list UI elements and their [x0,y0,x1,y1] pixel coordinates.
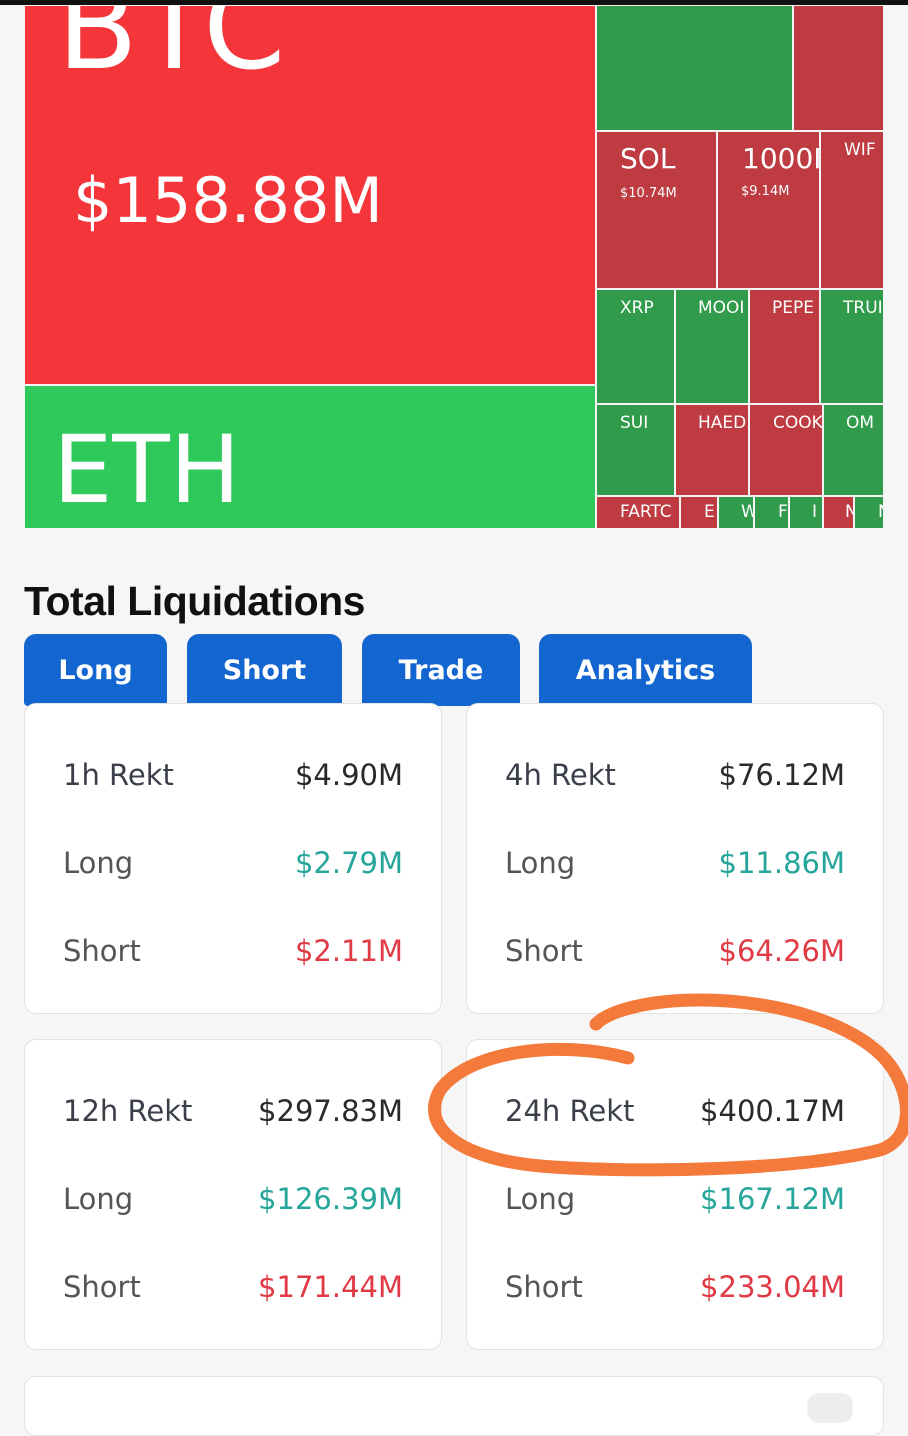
rekt-total-value: $76.12M [718,758,846,792]
1000f-ticker: 1000F [742,142,819,175]
heatmap-cell-om[interactable]: OM [823,404,884,496]
long-label: Long [505,846,576,880]
short-value: $2.11M [294,934,403,968]
rekt-long-row: Long $126.39M [63,1182,403,1222]
short-value: $233.04M [700,1270,845,1304]
wif-ticker: WIF [844,140,876,160]
rekt-long-row: Long $11.86M [505,846,845,886]
small-ticker-2: W [741,502,753,522]
rekt-total-row: 12h Rekt $297.83M [63,1094,403,1134]
small-ticker-4: I [812,502,818,522]
short-label: Short [63,934,141,968]
heatmap-cell-small-2[interactable]: W [718,496,754,529]
trui-ticker: TRUI [843,298,883,318]
heatmap-cell-pepe[interactable]: PEPE [749,289,820,404]
sui-ticker: SUI [620,413,649,433]
short-value: $171.44M [258,1270,403,1304]
small-ticker-5: N [845,502,853,522]
heatmap-cell-fartc[interactable]: FARTC [596,496,680,529]
eth-ticker: ETH [53,416,241,525]
heatmap-cell-small-5[interactable]: N [823,496,854,529]
heatmap-cell-small-4[interactable]: I [789,496,823,529]
page-title: Total Liquidations [24,578,365,624]
om-ticker: OM [846,413,875,433]
heatmap-cell-1000f[interactable]: 1000F $9.14M [717,131,820,289]
rekt-short-row: Short $171.44M [63,1270,403,1310]
rekt-title: 24h Rekt [505,1094,635,1128]
long-value: $167.12M [700,1182,845,1216]
heatmap-cell-mooi[interactable]: MOOI [675,289,749,404]
status-bar-edge [0,0,908,5]
long-value: $2.79M [294,846,403,880]
rekt-card-12h: 12h Rekt $297.83M Long $126.39M Short $1… [24,1039,442,1350]
rekt-card-4h: 4h Rekt $76.12M Long $11.86M Short $64.2… [466,703,884,1014]
heatmap-cell-cook[interactable]: COOK [749,404,823,496]
short-value: $64.26M [718,934,846,968]
rekt-title: 1h Rekt [63,758,174,792]
heatmap-cell-sol[interactable]: SOL $10.74M [596,131,717,289]
heatmap-cell-trui[interactable]: TRUI [820,289,884,404]
tab-analytics[interactable]: Analytics [539,634,752,706]
heatmap-cell-small-3[interactable]: F [754,496,789,529]
rekt-short-row: Short $64.26M [505,934,845,974]
tab-short[interactable]: Short [187,634,342,706]
fartc-ticker: FARTC [620,502,672,522]
sol-amount: $10.74M [620,186,677,201]
small-ticker-6: N [878,502,883,522]
short-label: Short [63,1270,141,1304]
liquidation-heatmap: BTC $158.88M ETH SOL $10.74M 1000F $9.14… [24,5,884,529]
rekt-total-value: $400.17M [700,1094,845,1128]
rekt-total-row: 24h Rekt $400.17M [505,1094,845,1134]
btc-amount: $158.88M [73,164,383,237]
mooi-ticker: MOOI [698,298,745,318]
1000f-amount: $9.14M [741,184,790,199]
rekt-long-row: Long $2.79M [63,846,403,886]
rekt-card-24h: 24h Rekt $400.17M Long $167.12M Short $2… [466,1039,884,1350]
heatmap-cell-small-1[interactable]: E [680,496,718,529]
heatmap-cell-sui[interactable]: SUI [596,404,675,496]
heatmap-cell-wif[interactable]: WIF [820,131,884,289]
haed-ticker: HAED [698,413,747,433]
short-label: Short [505,934,583,968]
tab-long[interactable]: Long [24,634,167,706]
heatmap-cell-xrp[interactable]: XRP [596,289,675,404]
long-value: $126.39M [258,1182,403,1216]
heatmap-cell-unlabeled-2[interactable] [793,5,884,131]
rekt-short-row: Short $2.11M [63,934,403,974]
sol-ticker: SOL [620,142,676,175]
heatmap-cell-btc[interactable]: BTC $158.88M [24,5,596,385]
long-value: $11.86M [718,846,846,880]
rekt-total-value: $297.83M [258,1094,403,1128]
short-label: Short [505,1270,583,1304]
rekt-long-row: Long $167.12M [505,1182,845,1222]
xrp-ticker: XRP [620,298,654,318]
rekt-total-value: $4.90M [294,758,403,792]
rekt-title: 4h Rekt [505,758,616,792]
tab-trade[interactable]: Trade [362,634,520,706]
heatmap-cell-haed[interactable]: HAED [675,404,749,496]
pepe-ticker: PEPE [772,298,814,318]
small-ticker-1: E [704,502,715,522]
long-label: Long [63,846,134,880]
settings-icon[interactable] [807,1393,853,1423]
long-label: Long [63,1182,134,1216]
heatmap-cell-small-6[interactable]: N [854,496,884,529]
heatmap-cell-unlabeled-1[interactable] [596,5,793,131]
rekt-total-row: 4h Rekt $76.12M [505,758,845,798]
next-card-partial [24,1376,884,1436]
rekt-card-1h: 1h Rekt $4.90M Long $2.79M Short $2.11M [24,703,442,1014]
small-ticker-3: F [778,502,788,522]
cook-ticker: COOK [773,413,823,433]
rekt-title: 12h Rekt [63,1094,193,1128]
heatmap-cell-eth[interactable]: ETH [24,385,596,529]
rekt-short-row: Short $233.04M [505,1270,845,1310]
long-label: Long [505,1182,576,1216]
rekt-total-row: 1h Rekt $4.90M [63,758,403,798]
btc-ticker: BTC [57,5,286,96]
